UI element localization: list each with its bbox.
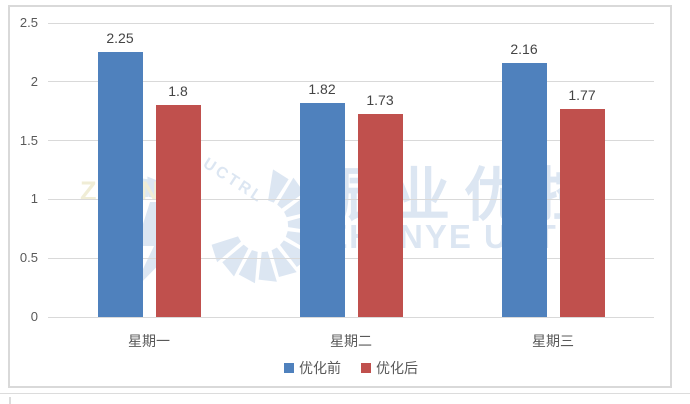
legend-item-after: 优化后 [361,358,418,378]
data-label-优化后-星期二: 1.73 [366,91,394,108]
legend-swatch-after-icon [361,363,371,373]
legend: 优化前 优化后 [48,358,654,378]
x-axis-label-3: 星期三 [532,333,574,349]
data-label-优化后-星期一: 1.8 [168,83,188,100]
bar-优化后-星期二 [357,113,403,317]
next-frame-corner-line [9,397,11,404]
legend-label-before: 优化前 [299,360,341,376]
bar-优化前-星期一 [97,52,143,317]
bar-优化前-星期三 [501,62,547,317]
bar-优化后-星期三 [559,108,605,317]
bar-优化后-星期一 [155,105,201,317]
data-label-优化后-星期三: 1.77 [568,86,596,103]
data-label-优化前-星期三: 2.16 [510,40,538,57]
x-axis-label-2: 星期二 [330,333,372,349]
y-axis-tick-0: 0 [30,309,38,324]
gridline-2 [48,81,654,83]
gridline-0.5 [48,257,654,259]
y-axis-tick-2: 2 [30,73,38,89]
y-axis-tick-0.5: 0.5 [19,250,38,266]
gridline-1 [48,198,654,200]
page-divider-line [0,393,690,394]
legend-item-before: 优化前 [284,358,341,378]
y-axis-tick-1: 1 [30,191,38,207]
data-label-优化前-星期一: 2.25 [106,30,134,47]
gridline-0 [48,316,654,318]
bar-优化前-星期二 [299,102,345,317]
legend-swatch-before-icon [284,363,294,373]
data-label-优化前-星期二: 1.82 [308,80,336,97]
y-axis-tick-2.5: 2.5 [19,15,38,30]
gridline-2.5 [48,22,654,24]
legend-label-after: 优化后 [376,360,418,376]
y-axis-tick-1.5: 1.5 [19,132,38,148]
x-axis-label-1: 星期一 [128,333,170,349]
gridline-1.5 [48,140,654,142]
